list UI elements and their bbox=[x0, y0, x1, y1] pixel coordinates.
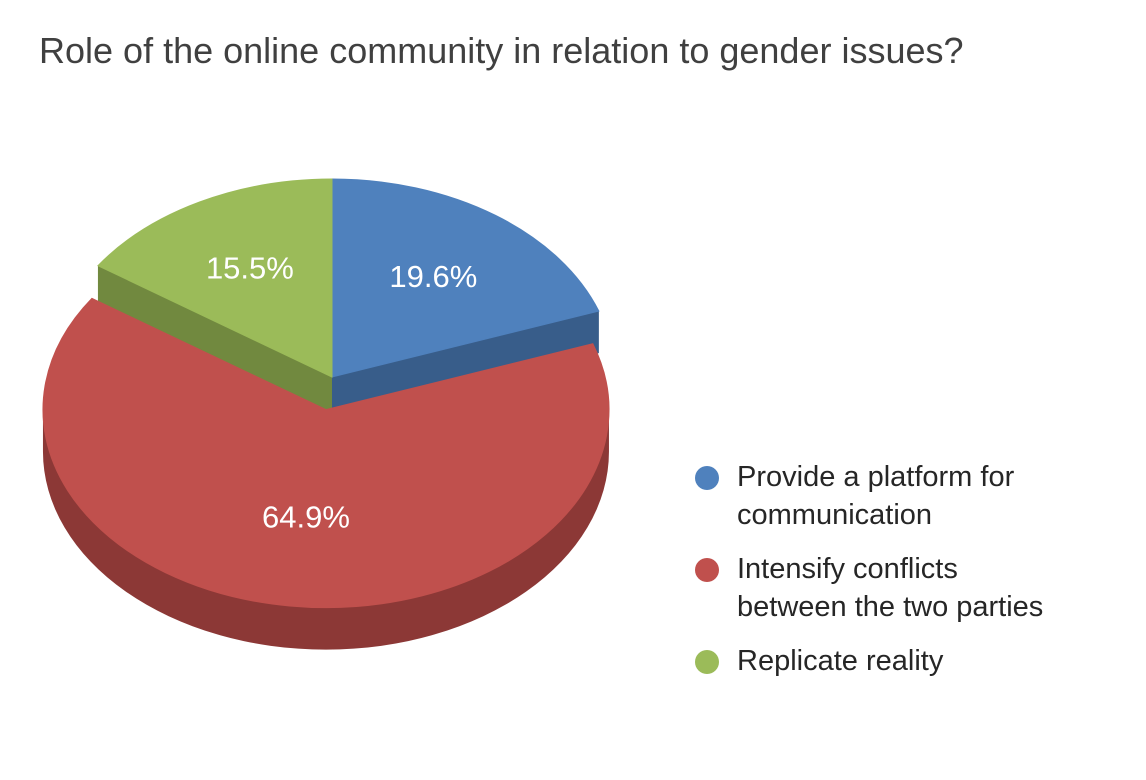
pie-side-conflicts bbox=[42, 409, 609, 650]
legend: Provide a platform for communication Int… bbox=[692, 458, 1072, 696]
chart-title: Role of the online community in relation… bbox=[39, 30, 964, 71]
legend-item-reality: Replicate reality bbox=[692, 642, 1072, 680]
legend-label-conflicts: Intensify conflicts between the two part… bbox=[737, 553, 1044, 623]
legend-item-conflicts: Intensify conflicts between the two part… bbox=[692, 550, 1072, 626]
legend-swatch-conflicts bbox=[695, 558, 719, 582]
slice-label-conflicts: 64.9% bbox=[262, 500, 350, 535]
pie-slice-reality bbox=[97, 178, 333, 378]
slice-label-reality: 15.5% bbox=[206, 251, 294, 286]
legend-swatch-platform bbox=[695, 466, 719, 490]
legend-label-platform: Provide a platform for communication bbox=[737, 461, 1015, 531]
pie-slice-platform bbox=[331, 178, 600, 378]
pie-slice-conflicts bbox=[42, 297, 610, 609]
pie-face-reality-start bbox=[97, 265, 333, 419]
legend-label-reality: Replicate reality bbox=[737, 645, 944, 677]
legend-swatch-reality bbox=[695, 650, 719, 674]
slice-label-platform: 19.6% bbox=[389, 259, 477, 294]
legend-item-platform: Provide a platform for communication bbox=[692, 458, 1072, 534]
